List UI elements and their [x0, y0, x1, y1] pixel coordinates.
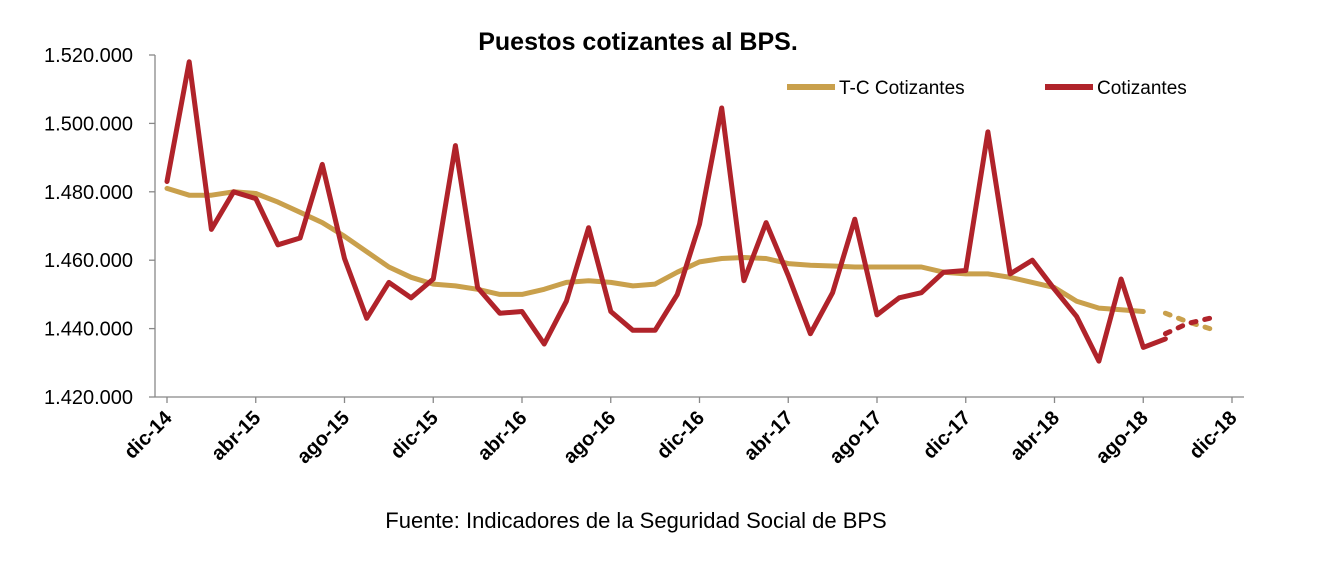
series-layer	[164, 59, 1213, 364]
chart-title: Puestos cotizantes al BPS.	[478, 28, 798, 56]
x-tick-label: ago-18	[1092, 407, 1153, 468]
y-tick-label: 1.440.000	[44, 319, 133, 341]
x-tick-label: ago-15	[293, 407, 354, 468]
x-tick-label: abr-15	[207, 407, 265, 465]
y-tick-label: 1.520.000	[44, 45, 133, 67]
y-tick-label: 1.420.000	[44, 387, 133, 409]
source-note: Fuente: Indicadores de la Seguridad Soci…	[385, 508, 886, 533]
y-tick-label: 1.480.000	[44, 182, 133, 204]
legend: T-C Cotizantes Cotizantes	[787, 78, 1187, 99]
series-line-cotizantes	[164, 59, 1168, 364]
series-projection-cotizantes	[1162, 315, 1213, 337]
x-tick-label: dic-17	[919, 407, 975, 463]
x-tick-label: dic-18	[1185, 407, 1241, 463]
x-tick-label: ago-16	[559, 407, 620, 468]
x-tick-label: dic-16	[653, 407, 709, 463]
x-tick-label: abr-18	[1006, 407, 1064, 465]
axes: 1.420.000 1.440.000 1.460.000 1.480.000 1.50…	[44, 45, 1244, 468]
y-tick-label: 1.460.000	[44, 250, 133, 272]
x-tick-label: ago-17	[825, 407, 886, 468]
x-tick-label: abr-16	[474, 407, 532, 465]
x-tick-label: dic-14	[120, 406, 177, 463]
y-tick-label: 1.500.000	[44, 113, 133, 135]
series-line-t-c-cotizantes	[164, 185, 1146, 314]
x-tick-label: dic-15	[386, 407, 442, 463]
x-tick-label: abr-17	[740, 407, 798, 465]
legend-label-cotizantes: Cotizantes	[1097, 78, 1187, 99]
legend-label-tc-cotizantes: T-C Cotizantes	[839, 78, 965, 99]
